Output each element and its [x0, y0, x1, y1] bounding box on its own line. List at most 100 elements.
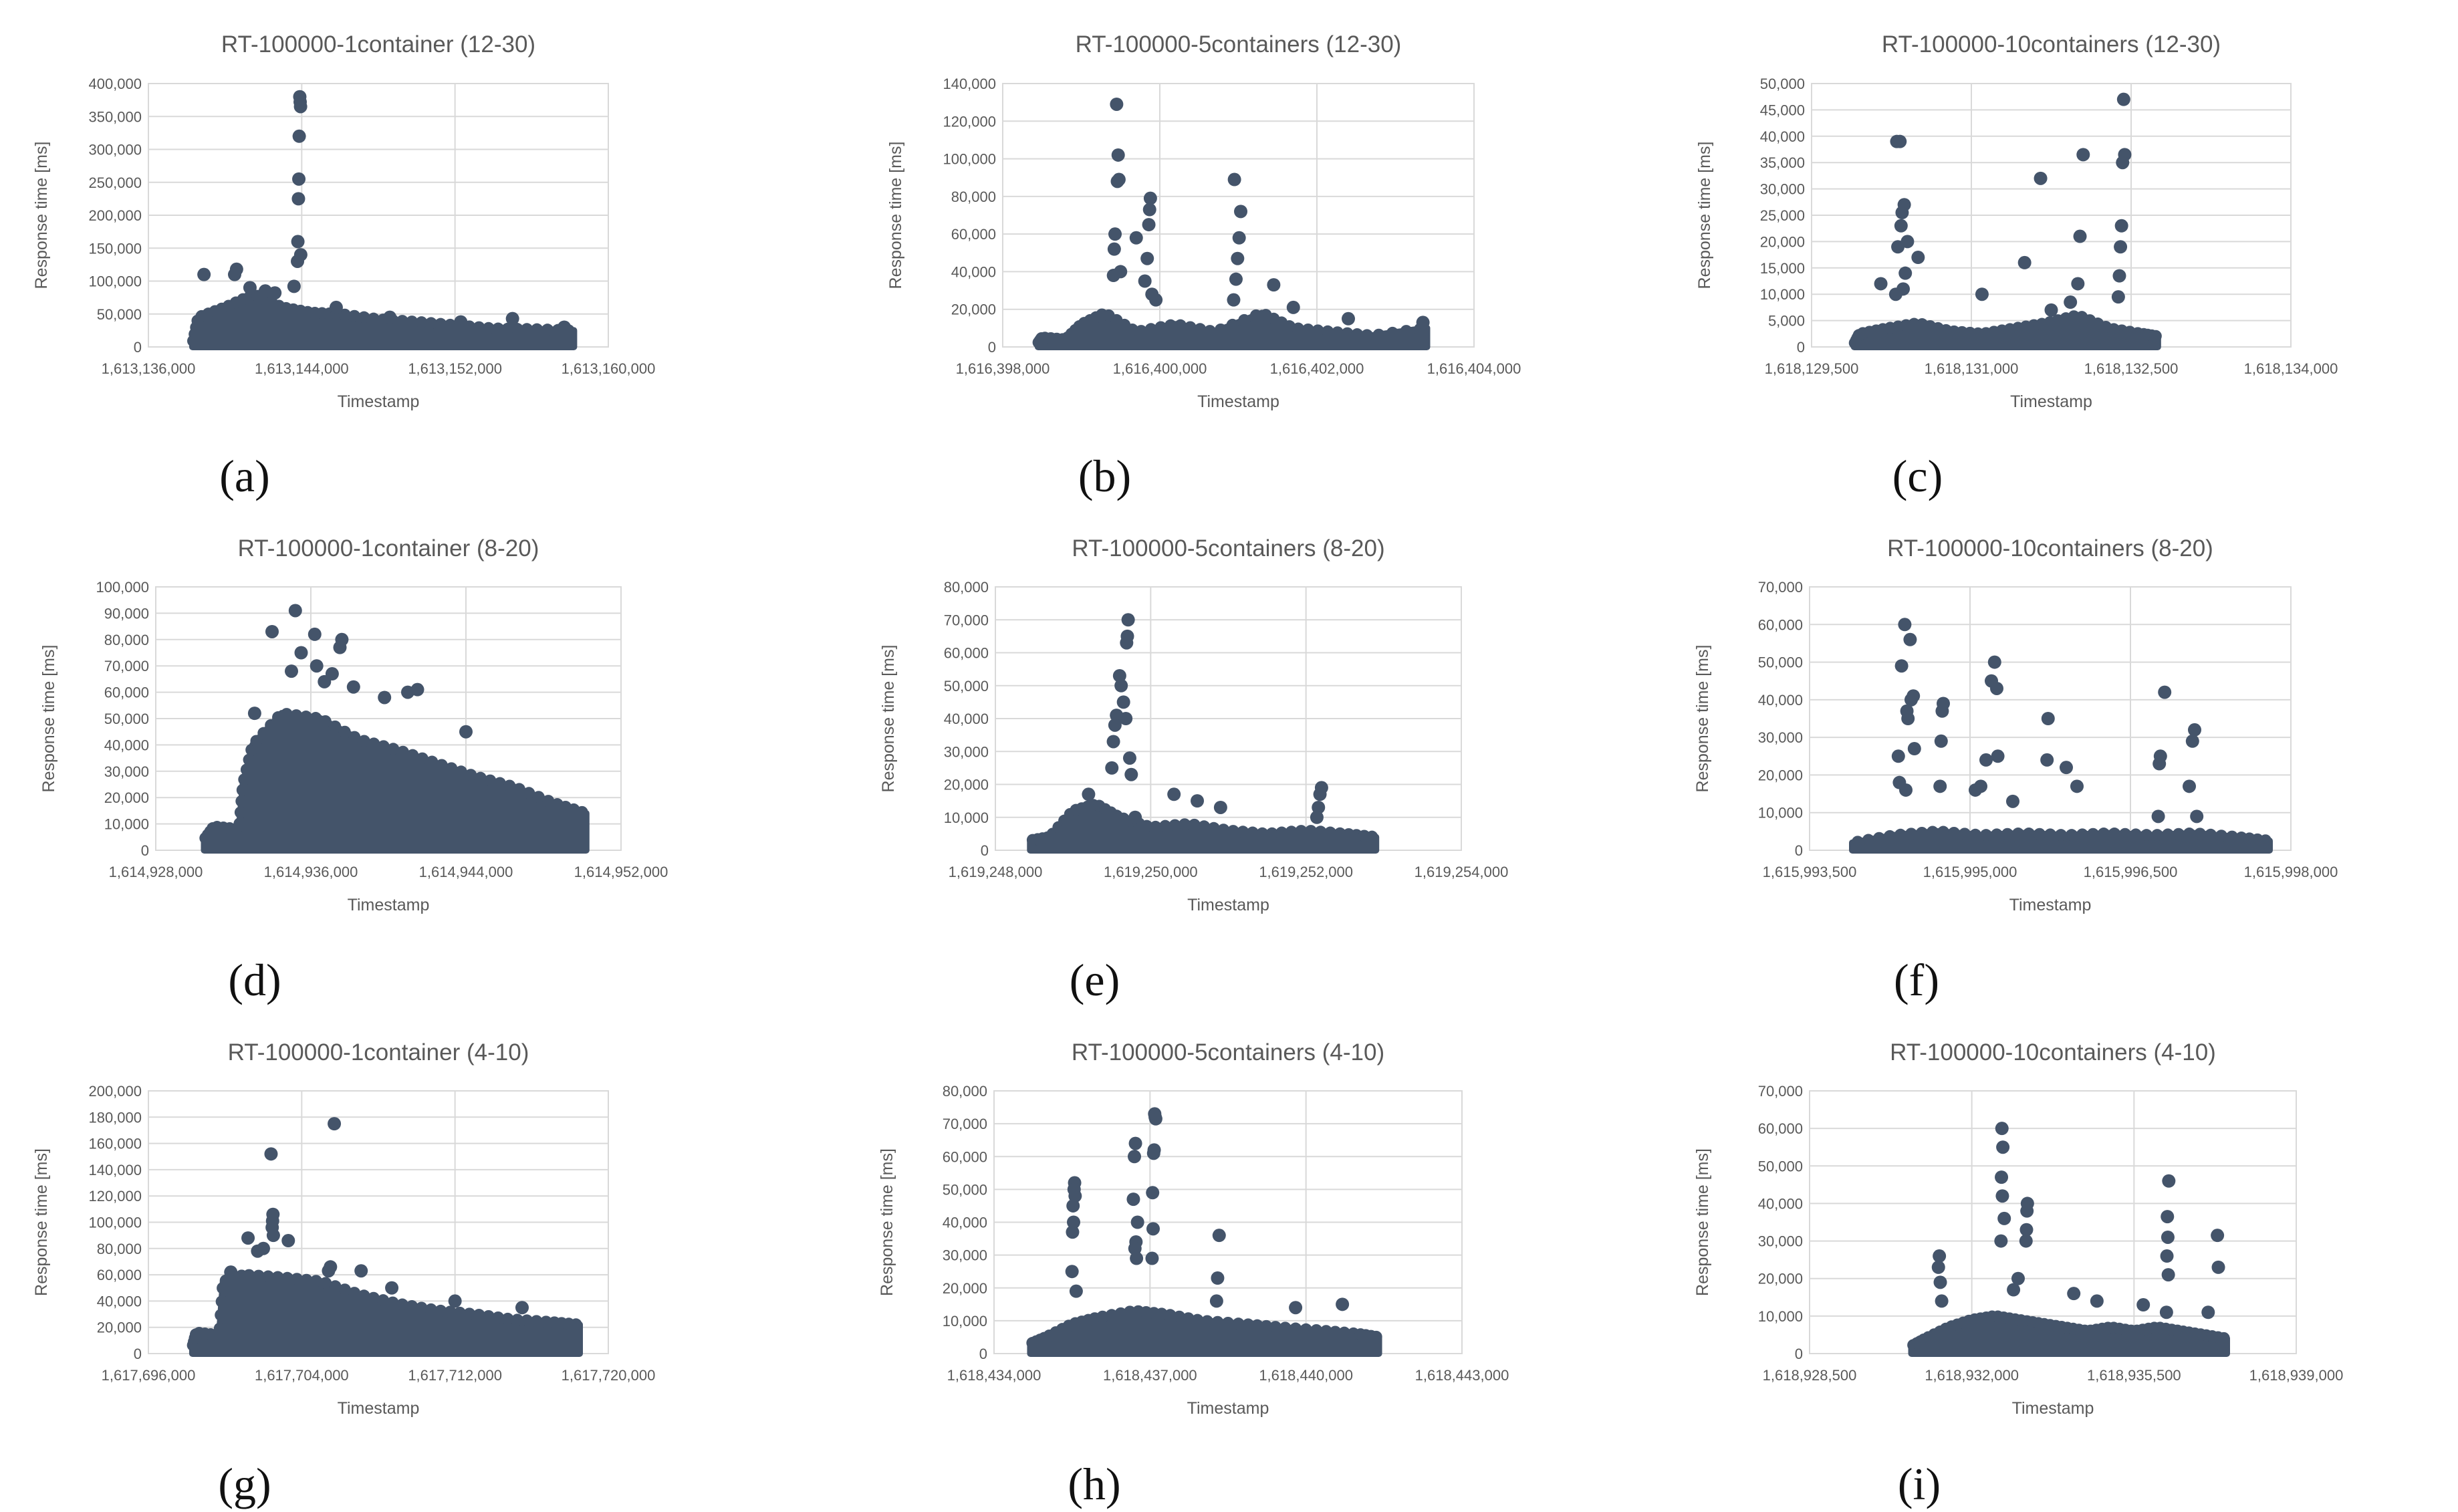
- scatter-chart: RT-100000-1container (12-30) 0 50,000 100,0…: [32, 31, 655, 501]
- x-tick-label: 1,618,939,000: [2249, 1367, 2344, 1384]
- data-point: [1995, 1189, 2009, 1203]
- y-axis-label: Response time [ms]: [32, 142, 51, 289]
- data-point: [1342, 311, 1355, 326]
- y-tick-label: 40,000: [944, 711, 989, 727]
- cloud-edge-point: [1227, 825, 1239, 838]
- x-axis-label: Timestamp: [2012, 1399, 2094, 1418]
- y-tick-label: 20,000: [1758, 767, 1803, 783]
- cloud-edge-point: [265, 719, 277, 731]
- y-axis-label: Response time [ms]: [39, 645, 58, 793]
- data-point: [2017, 255, 2032, 269]
- data-point: [385, 1281, 399, 1295]
- cloud-edge-point: [338, 308, 351, 321]
- cloud-edge-point: [1215, 323, 1227, 336]
- cloud-edge-point: [1191, 1313, 1204, 1326]
- cloud-edge-point: [358, 735, 370, 747]
- cloud-edge-point: [348, 309, 361, 322]
- x-tick-label: 1,615,996,500: [2084, 864, 2178, 880]
- x-tick-label: 1,618,132,500: [2084, 360, 2179, 377]
- cloud-edge-point: [1334, 827, 1346, 840]
- data-point: [333, 640, 347, 654]
- cloud-edge-point: [2098, 828, 2110, 840]
- cloud-edge-point: [463, 1307, 476, 1320]
- cloud-edge-point: [238, 773, 251, 786]
- y-tick-label: 10,000: [1758, 805, 1803, 822]
- y-tick-label: 40,000: [951, 263, 996, 280]
- y-tick-label: 120,000: [88, 1188, 142, 1205]
- x-tick-label: 1,615,993,500: [1763, 864, 1857, 880]
- cloud-edge-point: [2119, 828, 2131, 840]
- data-point: [1991, 749, 2005, 763]
- data-point: [1232, 231, 1246, 245]
- cloud-edge-point: [1980, 829, 1992, 842]
- cloud-edge-point: [319, 715, 332, 727]
- cloud-edge-point: [2215, 830, 2227, 842]
- cloud-edge-point: [1295, 825, 1308, 838]
- data-point: [1114, 265, 1128, 279]
- x-tick-label: 1,616,404,000: [1427, 360, 1521, 377]
- cloud-edge-point: [234, 806, 247, 819]
- cloud-edge-point: [455, 765, 467, 778]
- y-tick-label: 40,000: [1758, 692, 1803, 709]
- y-tick-label: 60,000: [944, 645, 989, 662]
- cloud-edge-point: [329, 720, 342, 733]
- y-tick-label: 50,000: [97, 306, 142, 323]
- cloud-edge-point: [1256, 827, 1269, 840]
- plot-area: [1809, 1090, 2297, 1354]
- cloud-edge-point: [1124, 1305, 1136, 1318]
- cloud-edge-point: [435, 318, 447, 330]
- data-point: [2158, 685, 2172, 699]
- y-tick-label: 50,000: [104, 711, 149, 727]
- y-tick-label: 400,000: [88, 76, 142, 92]
- cloud-edge-point: [1188, 818, 1201, 831]
- data-point: [318, 674, 332, 688]
- data-point: [2112, 269, 2126, 283]
- data-point: [291, 235, 305, 249]
- scatter-chart: RT-100000-5containers (8-20) 0 10,000 20,00…: [879, 535, 1508, 1005]
- cloud-edge-point: [1251, 1319, 1263, 1332]
- chart-panel: RT-100000-1container (4-10) 0 20,000 40,000…: [0, 1008, 819, 1512]
- cloud-edge-point: [1310, 1324, 1323, 1336]
- data-point: [2116, 156, 2130, 170]
- x-tick-label: 1,615,995,000: [1923, 864, 2017, 880]
- data-point: [2019, 1223, 2034, 1237]
- cloud-edge-point: [2108, 828, 2120, 840]
- y-tick-label: 40,000: [1758, 1195, 1803, 1212]
- y-tick-label: 80,000: [944, 579, 989, 596]
- y-tick-label: 70,000: [104, 658, 149, 674]
- y-tick-label: 50,000: [1760, 76, 1805, 92]
- data-point: [2190, 809, 2204, 824]
- data-point: [322, 1264, 336, 1278]
- cloud-edge-point: [484, 774, 497, 787]
- data-point: [1286, 300, 1300, 314]
- y-tick-label: 300,000: [88, 142, 142, 158]
- cloud-edge-point: [482, 322, 495, 334]
- cloud-edge-point: [1366, 830, 1378, 843]
- data-point: [1108, 718, 1122, 732]
- y-tick-label: 100,000: [88, 1215, 142, 1231]
- data-point: [1145, 1251, 1159, 1265]
- cloud-edge-point: [1179, 818, 1191, 831]
- cloud-edge-point: [1372, 328, 1385, 341]
- data-point: [1066, 1225, 1080, 1239]
- data-point: [1122, 751, 1136, 765]
- data-point: [2183, 779, 2196, 793]
- x-axis-label: Timestamp: [1187, 1399, 1269, 1418]
- cloud-edge-point: [1207, 822, 1220, 834]
- cloud-edge-point: [473, 321, 485, 334]
- data-point: [2161, 1230, 2175, 1244]
- cloud-edge-point: [396, 315, 408, 328]
- cloud-edge-point: [329, 1280, 342, 1293]
- x-tick-label: 1,617,720,000: [562, 1367, 656, 1384]
- cloud-edge-point: [1370, 1330, 1382, 1343]
- data-point: [2034, 171, 2048, 185]
- data-point: [268, 286, 282, 300]
- cloud-edge-point: [358, 1289, 370, 1302]
- cloud-edge-point: [1164, 1309, 1177, 1321]
- y-tick-label: 35,000: [1760, 154, 1805, 171]
- data-point: [2019, 1234, 2033, 1248]
- y-tick-label: 160,000: [88, 1136, 142, 1152]
- y-tick-label: 120,000: [943, 113, 996, 130]
- data-point: [558, 320, 572, 334]
- x-tick-label: 1,619,250,000: [1104, 864, 1198, 880]
